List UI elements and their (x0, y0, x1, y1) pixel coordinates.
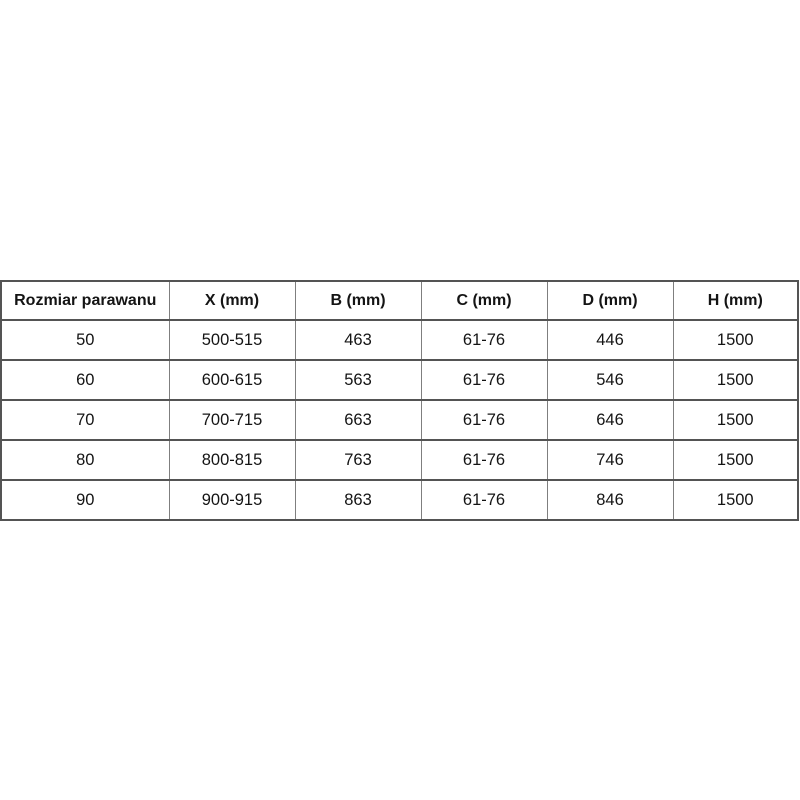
table-row: 50 500-515 463 61-76 446 1500 (0, 319, 799, 361)
table-cell: 90 (0, 479, 170, 521)
table-cell: 61-76 (420, 439, 548, 481)
size-spec-table: Rozmiar parawanu X (mm) B (mm) C (mm) D … (0, 280, 799, 521)
table-cell: 61-76 (420, 319, 548, 361)
table-row: 90 900-915 863 61-76 846 1500 (0, 479, 799, 521)
table-cell: 563 (294, 359, 422, 401)
table-cell: 1500 (672, 359, 799, 401)
table-cell: 61-76 (420, 479, 548, 521)
table-row: 70 700-715 663 61-76 646 1500 (0, 399, 799, 441)
table-cell: 500-515 (168, 319, 296, 361)
table-cell: 1500 (672, 439, 799, 481)
header-cell-b: B (mm) (294, 280, 422, 321)
table-cell: 70 (0, 399, 170, 441)
table-cell: 863 (294, 479, 422, 521)
table-cell: 80 (0, 439, 170, 481)
table-header-row: Rozmiar parawanu X (mm) B (mm) C (mm) D … (0, 280, 799, 321)
table-cell: 1500 (672, 319, 799, 361)
table-cell: 61-76 (420, 359, 548, 401)
table-row: 60 600-615 563 61-76 546 1500 (0, 359, 799, 401)
table-cell: 846 (546, 479, 674, 521)
table-cell: 546 (546, 359, 674, 401)
table-cell: 60 (0, 359, 170, 401)
table-cell: 646 (546, 399, 674, 441)
header-cell-h: H (mm) (672, 280, 799, 321)
table-cell: 1500 (672, 479, 799, 521)
table-cell: 1500 (672, 399, 799, 441)
table-cell: 600-615 (168, 359, 296, 401)
table-cell: 663 (294, 399, 422, 441)
table-cell: 61-76 (420, 399, 548, 441)
header-cell-d: D (mm) (546, 280, 674, 321)
table-cell: 700-715 (168, 399, 296, 441)
table-cell: 763 (294, 439, 422, 481)
table-cell: 463 (294, 319, 422, 361)
table-cell: 746 (546, 439, 674, 481)
header-cell-x: X (mm) (168, 280, 296, 321)
header-cell-rozmiar: Rozmiar parawanu (0, 280, 170, 321)
table-row: 80 800-815 763 61-76 746 1500 (0, 439, 799, 481)
header-cell-c: C (mm) (420, 280, 548, 321)
table-cell: 900-915 (168, 479, 296, 521)
table-cell: 800-815 (168, 439, 296, 481)
table-cell: 446 (546, 319, 674, 361)
table-cell: 50 (0, 319, 170, 361)
